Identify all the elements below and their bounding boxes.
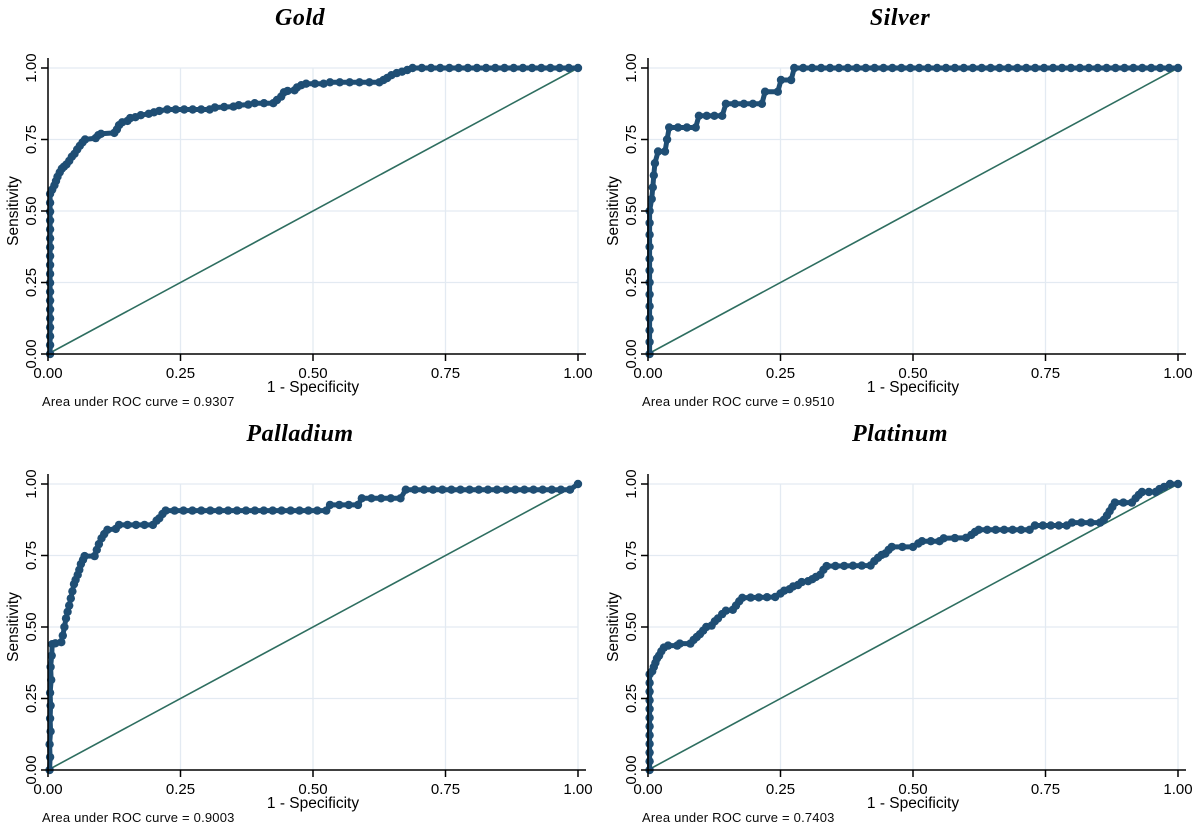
svg-text:1.00: 1.00 [23,53,40,82]
svg-text:0.50: 0.50 [898,365,927,382]
roc-chart-palladium: Palladium 0.00 0.25 0.50 0.75 1.00 0.00 0.25 0.… [0,416,600,832]
reference-diagonal-line [647,67,1179,355]
svg-text:0.25: 0.25 [166,781,195,798]
svg-text:1.00: 1.00 [563,365,592,382]
svg-text:0.50: 0.50 [298,781,327,798]
auc-caption: Area under ROC curve = 0.9510 [642,394,835,409]
svg-text:0.00: 0.00 [633,365,662,382]
svg-text:0.50: 0.50 [23,196,40,225]
svg-text:0.00: 0.00 [23,339,40,368]
roc-curve [45,63,583,359]
svg-text:0.00: 0.00 [23,755,40,784]
y-axis-label: Sensitivity [5,176,22,246]
svg-text:0.25: 0.25 [623,684,640,713]
svg-text:0.75: 0.75 [1031,365,1060,382]
roc-plot-svg: 0.00 0.25 0.50 0.75 1.00 0.00 0.25 0.50 0.75 1.00… [605,469,1193,812]
svg-text:0.75: 0.75 [23,125,40,154]
svg-text:0.75: 0.75 [23,541,40,570]
reference-diagonal-line [47,67,579,355]
tick-labels: 0.00 0.25 0.50 0.75 1.00 0.00 0.25 0.50 0.75 1.00 [623,53,1193,382]
svg-text:0.75: 0.75 [1031,781,1060,798]
svg-text:0.25: 0.25 [23,268,40,297]
y-axis-label: Sensitivity [605,176,622,246]
chart-title: Palladium [246,421,354,447]
svg-text:0.50: 0.50 [898,781,927,798]
auc-caption: Area under ROC curve = 0.9307 [42,394,235,409]
svg-text:0.75: 0.75 [623,125,640,154]
svg-text:1.00: 1.00 [23,469,40,498]
svg-text:0.00: 0.00 [623,755,640,784]
x-axis-label: 1 - Specificity [267,379,359,396]
svg-text:0.00: 0.00 [33,365,62,382]
svg-text:0.25: 0.25 [766,365,795,382]
svg-text:0.00: 0.00 [33,781,62,798]
svg-text:0.00: 0.00 [623,339,640,368]
svg-text:0.50: 0.50 [623,196,640,225]
axes [641,474,1186,777]
svg-text:0.75: 0.75 [623,541,640,570]
x-axis-label: 1 - Specificity [867,379,959,396]
axes [641,58,1186,361]
svg-text:1.00: 1.00 [1163,781,1192,798]
roc-chart-silver: Silver 0.00 0.25 0.50 0.75 1.00 0.00 0.25 0.50 0… [600,0,1200,416]
svg-text:1.00: 1.00 [623,469,640,498]
roc-chart-gold: Gold 0.00 0.25 0.50 0.75 1.00 0.00 0.25 0.50 0.7… [0,0,600,416]
svg-text:0.50: 0.50 [298,365,327,382]
svg-text:0.00: 0.00 [633,781,662,798]
svg-text:1.00: 1.00 [563,781,592,798]
tick-labels: 0.00 0.25 0.50 0.75 1.00 0.00 0.25 0.50 0.75 1.00 [23,469,593,798]
roc-plot-svg: 0.00 0.25 0.50 0.75 1.00 0.00 0.25 0.50 0.75 1.00… [605,53,1193,396]
x-axis-label: 1 - Specificity [267,795,359,812]
svg-text:0.75: 0.75 [431,781,460,798]
svg-text:0.50: 0.50 [23,612,40,641]
svg-text:0.25: 0.25 [23,684,40,713]
roc-chart-platinum: Platinum 0.00 0.25 0.50 0.75 1.00 0.00 0.25 0.5… [600,416,1200,832]
svg-text:1.00: 1.00 [623,53,640,82]
tick-labels: 0.00 0.25 0.50 0.75 1.00 0.00 0.25 0.50 0.75 1.00 [23,53,593,382]
y-axis-label: Sensitivity [5,592,22,662]
reference-diagonal-line [47,483,579,771]
roc-curve [645,479,1183,775]
svg-text:0.50: 0.50 [623,612,640,641]
reference-diagonal-line [647,483,1179,771]
y-axis-label: Sensitivity [605,592,622,662]
roc-plot-svg: 0.00 0.25 0.50 0.75 1.00 0.00 0.25 0.50 0.75 1.00… [5,53,593,396]
auc-caption: Area under ROC curve = 0.7403 [642,810,835,825]
roc-plot-svg: 0.00 0.25 0.50 0.75 1.00 0.00 0.25 0.50 0.75 1.00… [5,469,593,812]
x-axis-label: 1 - Specificity [867,795,959,812]
svg-text:0.75: 0.75 [431,365,460,382]
axes [41,58,586,361]
tick-labels: 0.00 0.25 0.50 0.75 1.00 0.00 0.25 0.50 0.75 1.00 [623,469,1193,798]
svg-text:0.25: 0.25 [766,781,795,798]
svg-text:1.00: 1.00 [1163,365,1192,382]
svg-text:0.25: 0.25 [166,365,195,382]
svg-text:0.25: 0.25 [623,268,640,297]
auc-caption: Area under ROC curve = 0.9003 [42,810,235,825]
chart-title: Platinum [851,421,949,447]
chart-title: Silver [869,5,931,31]
chart-title: Gold [275,5,325,31]
axes [41,474,586,777]
